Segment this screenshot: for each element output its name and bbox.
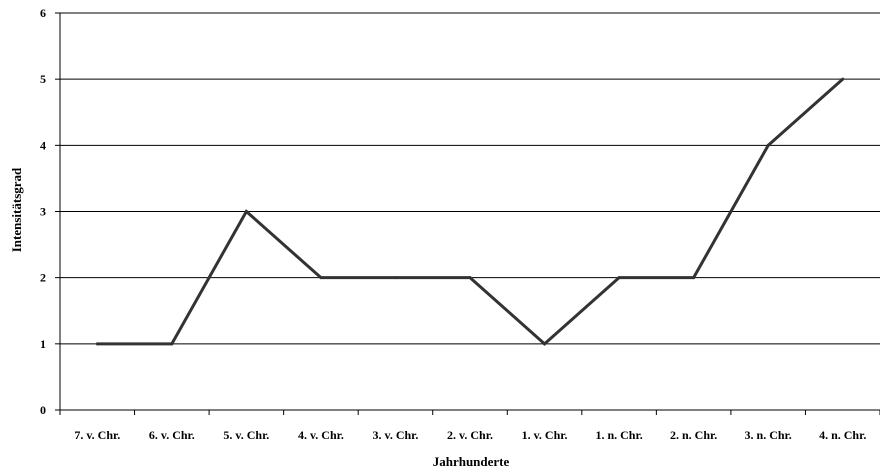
- data-point: [393, 276, 397, 280]
- data-point: [244, 210, 248, 213]
- x-tick-label: 3. n. Chr.: [745, 428, 792, 442]
- y-axis-ticks: 0 1 2 3 4 5 6: [40, 6, 60, 417]
- x-tick-label: 2. n. Chr.: [670, 428, 717, 442]
- x-tick-label: 1. v. Chr.: [522, 428, 568, 442]
- x-tick-label: 5. v. Chr.: [223, 428, 269, 442]
- x-axis-ticks: 7. v. Chr. 6. v. Chr. 5. v. Chr. 4. v. Chr.…: [59, 410, 880, 442]
- data-point: [543, 342, 547, 346]
- x-axis-title: Jahrhunderte: [433, 454, 510, 469]
- x-tick-label: 6. v. Chr.: [149, 428, 195, 442]
- series: [95, 77, 845, 346]
- data-point: [766, 143, 770, 147]
- data-point: [170, 342, 174, 346]
- y-tick-label: 1: [40, 337, 46, 351]
- x-tick-label: 4. n. Chr.: [819, 428, 866, 442]
- y-tick-label: 6: [40, 6, 46, 20]
- data-point: [692, 276, 696, 280]
- x-tick-label: 2. v. Chr.: [447, 428, 493, 442]
- y-tick-label: 5: [40, 72, 46, 86]
- x-tick-label: 3. v. Chr.: [373, 428, 419, 442]
- data-point: [95, 342, 99, 346]
- data-point: [617, 276, 621, 280]
- data-point: [319, 276, 323, 280]
- data-point: [841, 77, 845, 81]
- x-tick-label: 4. v. Chr.: [298, 428, 344, 442]
- y-tick-label: 4: [40, 138, 46, 152]
- y-axis-title: Intensitätsgrad: [9, 167, 24, 252]
- y-tick-label: 0: [40, 403, 46, 417]
- x-tick-label: 7. v. Chr.: [74, 428, 120, 442]
- y-tick-label: 3: [40, 205, 46, 219]
- data-point: [468, 276, 472, 280]
- gridlines: [60, 12, 880, 345]
- y-tick-label: 2: [40, 271, 46, 285]
- x-tick-label: 1. n. Chr.: [595, 428, 642, 442]
